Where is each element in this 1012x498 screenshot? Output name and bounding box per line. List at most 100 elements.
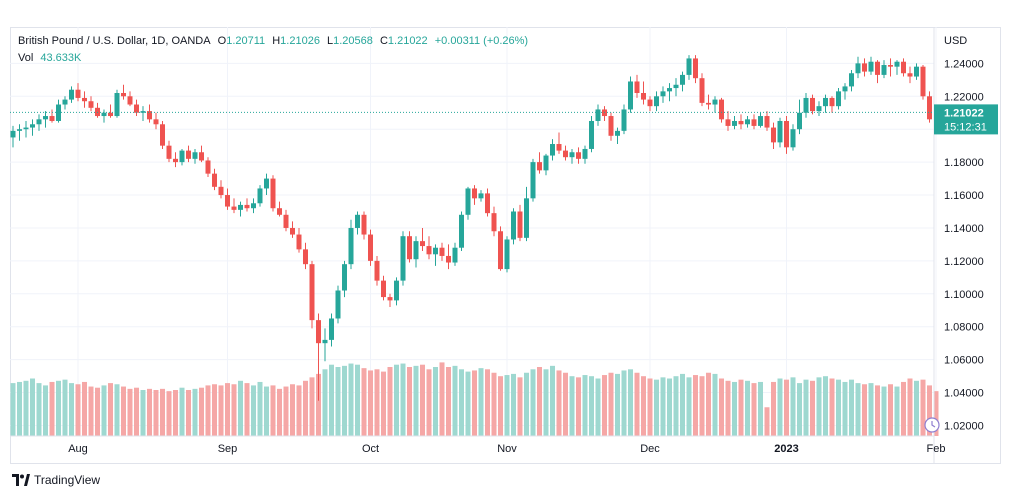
candle-body [524, 198, 529, 238]
candle [738, 114, 744, 130]
candle [699, 73, 705, 107]
candle [784, 116, 789, 154]
clock-icon[interactable] [924, 417, 940, 433]
candle [556, 132, 562, 154]
candle-body [75, 89, 81, 98]
y-tick-label: 1.02000 [944, 420, 984, 432]
volume-bar [322, 369, 328, 436]
candle [95, 102, 100, 118]
candle-body [361, 214, 367, 235]
volume-bar [608, 372, 614, 436]
candle [621, 104, 627, 135]
candle-body [725, 119, 731, 126]
volume-bar [147, 388, 152, 436]
volume-bar [173, 390, 178, 436]
candle-body [582, 148, 588, 159]
candle [810, 94, 815, 115]
candle [842, 83, 848, 100]
candle-body [504, 239, 510, 270]
candlestick-chart[interactable]: USD 1.240001.220001.200001.180001.160001… [10, 27, 1001, 464]
volume-bar [556, 370, 562, 436]
volume-bar [290, 384, 295, 436]
volume-bar [842, 381, 848, 436]
candle-body [530, 162, 536, 199]
candle-body [179, 150, 185, 163]
y-tick-label: 1.12000 [944, 256, 984, 268]
candle [251, 198, 256, 214]
candle [439, 242, 445, 261]
candle [108, 104, 113, 118]
candle [745, 116, 750, 128]
tradingview-branding[interactable]: TradingView [12, 473, 100, 487]
volume-bar [862, 384, 867, 436]
candle-body [283, 214, 289, 228]
candle-body [738, 120, 744, 125]
volume-bar [62, 379, 68, 436]
volume-bar [316, 373, 321, 436]
volume-bar [82, 381, 87, 436]
candle-body [43, 116, 48, 120]
volume-bar [335, 367, 341, 436]
candle [881, 60, 887, 79]
candle [75, 83, 81, 102]
candle [322, 328, 328, 362]
volume-bar [641, 376, 646, 436]
chart-frame [10, 27, 1001, 464]
candle-body [732, 120, 737, 126]
volume-bar [894, 386, 900, 436]
candle [303, 242, 308, 270]
y-tick-label: 1.22000 [944, 91, 984, 103]
volume-bar [530, 369, 536, 436]
candle-body [810, 97, 815, 112]
volume-bar [771, 381, 776, 436]
volume-bar [49, 381, 55, 436]
candle-body [836, 91, 841, 107]
candle [732, 116, 737, 130]
volume-bar [361, 368, 367, 436]
volume-bar [101, 385, 107, 436]
volume-bar [511, 373, 516, 436]
volume-bar [43, 385, 48, 436]
candle-body [10, 130, 16, 138]
volume-bar [257, 381, 263, 436]
candle [777, 117, 783, 148]
candle [927, 91, 932, 123]
candle-body [901, 61, 906, 74]
volume-bar [192, 388, 198, 436]
candle [693, 55, 698, 84]
candle-body [121, 92, 126, 97]
volume-bar [745, 380, 750, 436]
volume-bar [875, 385, 880, 436]
candle-body [693, 58, 698, 79]
change-value: +0.00311 (+0.26%) [434, 35, 529, 47]
candle-body [88, 101, 94, 108]
bar-countdown-label: 15:12:31 [944, 121, 987, 133]
candle-body [166, 145, 172, 159]
candle-body [173, 158, 178, 163]
candle-body [199, 152, 204, 161]
volume-bar [810, 380, 815, 436]
volume-bar [472, 370, 477, 436]
volume-bar [849, 379, 854, 436]
volume-bar [920, 379, 926, 436]
candle-body [17, 129, 22, 131]
candle-body [452, 247, 458, 263]
volume-bar [901, 381, 906, 436]
candle-body [868, 61, 874, 72]
candle [30, 119, 35, 136]
candle-body [394, 280, 399, 301]
candle-body [589, 120, 594, 149]
volume-bar [140, 390, 146, 436]
time-scale[interactable]: Aug Sep Oct Nov Dec 2023 Feb [68, 443, 945, 455]
symbol-title[interactable]: British Pound / U.S. Dollar, 1D, OANDA [18, 35, 211, 47]
volume-bar [485, 369, 490, 436]
volume-bar [634, 372, 640, 436]
candle [472, 185, 477, 205]
candle [225, 188, 230, 210]
candle [875, 60, 880, 84]
candle-body [277, 208, 282, 215]
candle [836, 88, 841, 110]
candle [595, 104, 601, 126]
candle [309, 260, 315, 329]
candle [888, 58, 893, 77]
